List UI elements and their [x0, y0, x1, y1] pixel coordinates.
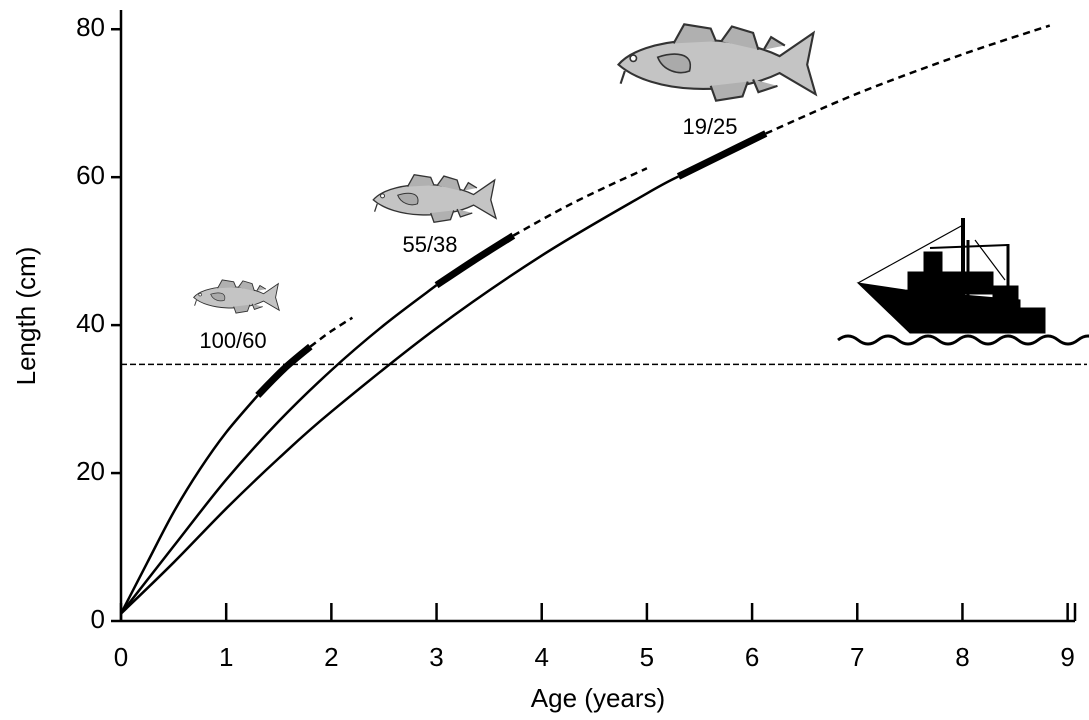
growth-curve — [765, 24, 1051, 135]
fish-icon — [617, 23, 817, 102]
annotation: 19/25 — [682, 114, 737, 139]
fish-icon — [193, 279, 280, 314]
growth-curve — [120, 284, 438, 615]
growth-curve — [512, 167, 648, 237]
y-axis-label: Length (cm) — [11, 247, 41, 386]
growth-curve — [255, 343, 313, 398]
x-tick-label: 2 — [324, 642, 338, 672]
y-tick-label: 20 — [76, 456, 105, 486]
x-tick-label: 4 — [534, 642, 548, 672]
x-tick-label: 3 — [429, 642, 443, 672]
x-tick-label: 5 — [640, 642, 654, 672]
growth-curve — [119, 394, 259, 615]
annotation: 100/60 — [199, 328, 266, 353]
growth-curve — [676, 130, 768, 180]
x-tick-label: 9 — [1060, 642, 1074, 672]
x-tick-label: 7 — [850, 642, 864, 672]
x-tick-label: 6 — [745, 642, 759, 672]
y-tick-label: 60 — [76, 160, 105, 190]
x-tick-label: 1 — [219, 642, 233, 672]
annotation: 55/38 — [402, 232, 457, 257]
growth-curve — [120, 175, 680, 615]
y-tick-label: 80 — [76, 12, 105, 42]
boat-icon — [837, 218, 1089, 346]
x-tick-label: 0 — [114, 642, 128, 672]
growth-curve — [309, 316, 354, 348]
x-tick-label: 8 — [955, 642, 969, 672]
y-tick-label: 40 — [76, 308, 105, 338]
growth-curve — [434, 232, 516, 289]
x-axis-label: Age (years) — [531, 683, 665, 713]
fish-icon — [372, 174, 497, 223]
y-tick-label: 0 — [91, 604, 105, 634]
